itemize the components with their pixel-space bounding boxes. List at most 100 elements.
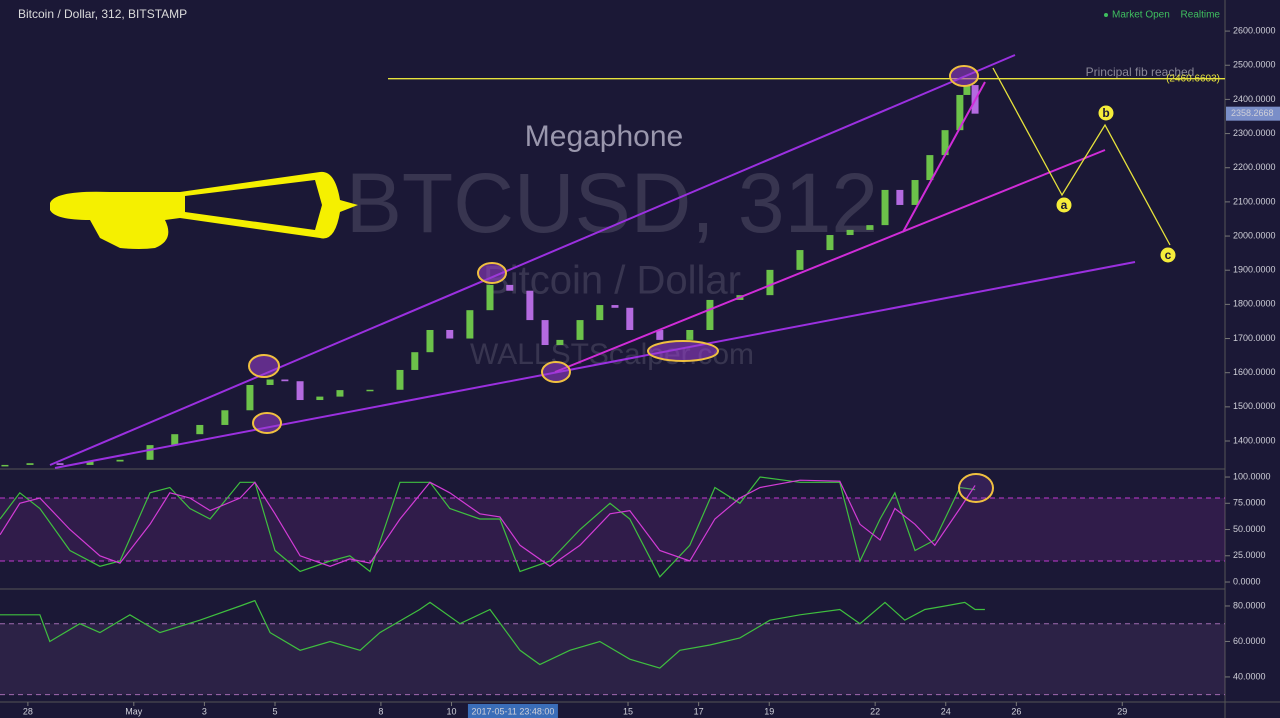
x-tick-label: 26 bbox=[1011, 706, 1021, 716]
x-tick-label: 5 bbox=[272, 706, 277, 716]
candle bbox=[866, 225, 874, 230]
y-tick-label: 1500.0000 bbox=[1233, 401, 1276, 411]
candle bbox=[706, 299, 714, 330]
candle bbox=[336, 390, 344, 397]
candle bbox=[486, 284, 494, 311]
candle bbox=[626, 307, 634, 330]
trend-line bbox=[554, 149, 1106, 373]
y-tick-label: 1700.0000 bbox=[1233, 333, 1276, 343]
wave-label: c bbox=[1165, 248, 1172, 262]
watermark-symbol: BTCUSD, 312 bbox=[346, 156, 878, 250]
wave-marker bbox=[1055, 196, 1073, 214]
candle bbox=[221, 410, 229, 425]
candle bbox=[656, 329, 664, 340]
x-tick-label: 28 bbox=[23, 706, 33, 716]
candle bbox=[56, 463, 64, 465]
x-tick-label: 15 bbox=[623, 706, 633, 716]
highlight bbox=[477, 262, 507, 284]
candle bbox=[686, 329, 694, 340]
trend-line bbox=[902, 81, 986, 233]
candle bbox=[826, 235, 834, 251]
candle bbox=[556, 339, 564, 346]
indicator-line bbox=[0, 479, 976, 568]
y-tick-label: 25.0000 bbox=[1233, 550, 1266, 560]
candle bbox=[596, 305, 604, 321]
candle bbox=[246, 384, 254, 411]
band-fill bbox=[0, 498, 1225, 562]
highlight bbox=[248, 354, 280, 378]
y-tick-label: 1900.0000 bbox=[1233, 265, 1276, 275]
watermark-name: Bitcoin / Dollar bbox=[483, 259, 741, 303]
panel bbox=[0, 476, 1225, 578]
candle bbox=[506, 284, 514, 291]
y-tick-label: 75.0000 bbox=[1233, 498, 1266, 508]
wave-marker bbox=[1097, 104, 1115, 122]
wave-path bbox=[992, 67, 1171, 246]
price-box bbox=[1226, 106, 1280, 121]
candle bbox=[366, 389, 374, 392]
candle bbox=[86, 461, 94, 465]
candle bbox=[526, 290, 534, 321]
y-tick-label: 40.0000 bbox=[1233, 671, 1266, 681]
y-tick-label: 2300.0000 bbox=[1233, 128, 1276, 138]
wave-marker bbox=[1159, 246, 1177, 264]
candle bbox=[316, 396, 324, 401]
wave-label: a bbox=[1061, 198, 1068, 212]
x-tick-label: 24 bbox=[941, 706, 951, 716]
pattern-label: Megaphone bbox=[525, 120, 683, 153]
candle bbox=[846, 229, 854, 236]
y-tick-label: 1800.0000 bbox=[1233, 299, 1276, 309]
candle bbox=[796, 250, 804, 270]
status-dot bbox=[1104, 13, 1108, 17]
indicator-line bbox=[0, 599, 985, 669]
y-tick-label: 2400.0000 bbox=[1233, 94, 1276, 104]
candle bbox=[941, 130, 949, 156]
y-tick-label: 2100.0000 bbox=[1233, 196, 1276, 206]
candle bbox=[446, 329, 454, 339]
y-tick-label: 2500.0000 bbox=[1233, 60, 1276, 70]
highlight bbox=[949, 65, 979, 87]
x-tick-label: 17 bbox=[694, 706, 704, 716]
candle bbox=[1, 464, 9, 467]
x-tick-label: 22 bbox=[870, 706, 880, 716]
y-tick-label: 0.0000 bbox=[1233, 576, 1261, 586]
candle bbox=[911, 180, 919, 205]
y-tick-label: 80.0000 bbox=[1233, 600, 1266, 610]
highlight bbox=[647, 340, 719, 362]
y-tick-label: 1400.0000 bbox=[1233, 435, 1276, 445]
candle bbox=[611, 305, 619, 308]
candle bbox=[146, 445, 154, 460]
candle bbox=[411, 352, 419, 370]
candle bbox=[956, 94, 964, 131]
candle bbox=[576, 320, 584, 340]
band-fill bbox=[0, 623, 1225, 695]
y-tick-label: 2000.0000 bbox=[1233, 230, 1276, 240]
y-tick-label: 1600.0000 bbox=[1233, 367, 1276, 377]
price-label: 2358.2668 bbox=[1231, 108, 1274, 118]
candle bbox=[896, 189, 904, 205]
candle bbox=[116, 459, 124, 462]
trend-line bbox=[54, 261, 1136, 469]
y-tick-label: 50.0000 bbox=[1233, 524, 1266, 534]
highlight bbox=[958, 473, 994, 503]
candle bbox=[196, 424, 204, 435]
candle bbox=[26, 463, 34, 465]
crosshair-label: 2017-05-11 23:48:00 bbox=[471, 706, 554, 716]
candle bbox=[466, 310, 474, 339]
highlight bbox=[252, 412, 282, 434]
y-tick-label: 60.0000 bbox=[1233, 636, 1266, 646]
candle bbox=[171, 434, 179, 446]
chart-title[interactable]: Bitcoin / Dollar, 312, BITSTAMP bbox=[18, 7, 187, 21]
x-tick-label: 29 bbox=[1117, 706, 1127, 716]
fib-label: (2460.6603) bbox=[1166, 73, 1220, 84]
pointer-shape bbox=[50, 171, 358, 249]
candle bbox=[266, 379, 274, 385]
y-tick-label: 100.0000 bbox=[1233, 471, 1271, 481]
drawings bbox=[49, 54, 1171, 503]
trend-line bbox=[49, 54, 1016, 466]
highlight bbox=[541, 361, 571, 383]
x-tick-label: 8 bbox=[378, 706, 383, 716]
x-tick-label: May bbox=[125, 706, 143, 716]
panel bbox=[0, 599, 1225, 696]
